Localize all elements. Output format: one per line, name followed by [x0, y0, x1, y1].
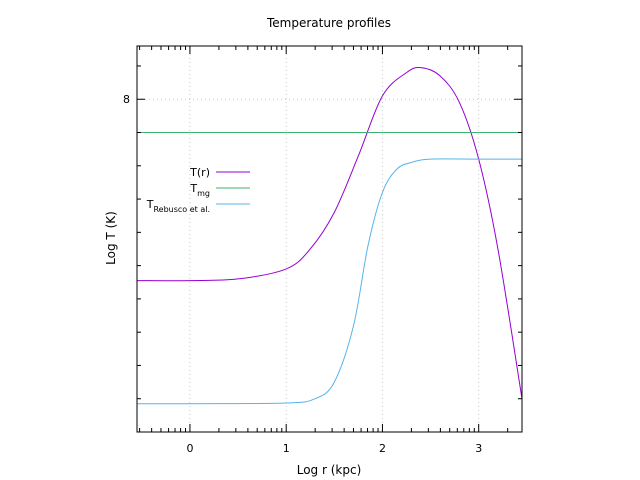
x-axis-label: Log r (kpc) [297, 463, 362, 477]
grid [137, 46, 522, 432]
legend-label-0: T(r) [189, 166, 210, 179]
legend-label-sub: Rebusco et al. [153, 205, 210, 214]
axis-ticks: 0 1 2 3 8 [123, 46, 522, 455]
legend-label-2: TRebusco et al. [146, 198, 210, 214]
legend-label-1: Tmg [189, 182, 210, 198]
y-tick-label: 8 [123, 93, 130, 106]
plot-frame [136, 45, 523, 433]
x-tick-label: 1 [283, 442, 290, 455]
x-tick-label: 0 [186, 442, 193, 455]
chart-title: Temperature profiles [266, 16, 391, 30]
legend-label-main: T [189, 182, 197, 195]
legend-label-main: T [146, 198, 154, 211]
y-axis-label: Log T (K) [104, 211, 118, 265]
series-group [136, 66, 523, 405]
legend-label-sub: mg [197, 189, 210, 198]
x-tick-label: 2 [379, 442, 386, 455]
legend-label-main: T(r) [189, 166, 210, 179]
x-tick-label: 3 [475, 442, 482, 455]
series-line-2 [136, 158, 522, 405]
series-line-0 [136, 66, 523, 399]
